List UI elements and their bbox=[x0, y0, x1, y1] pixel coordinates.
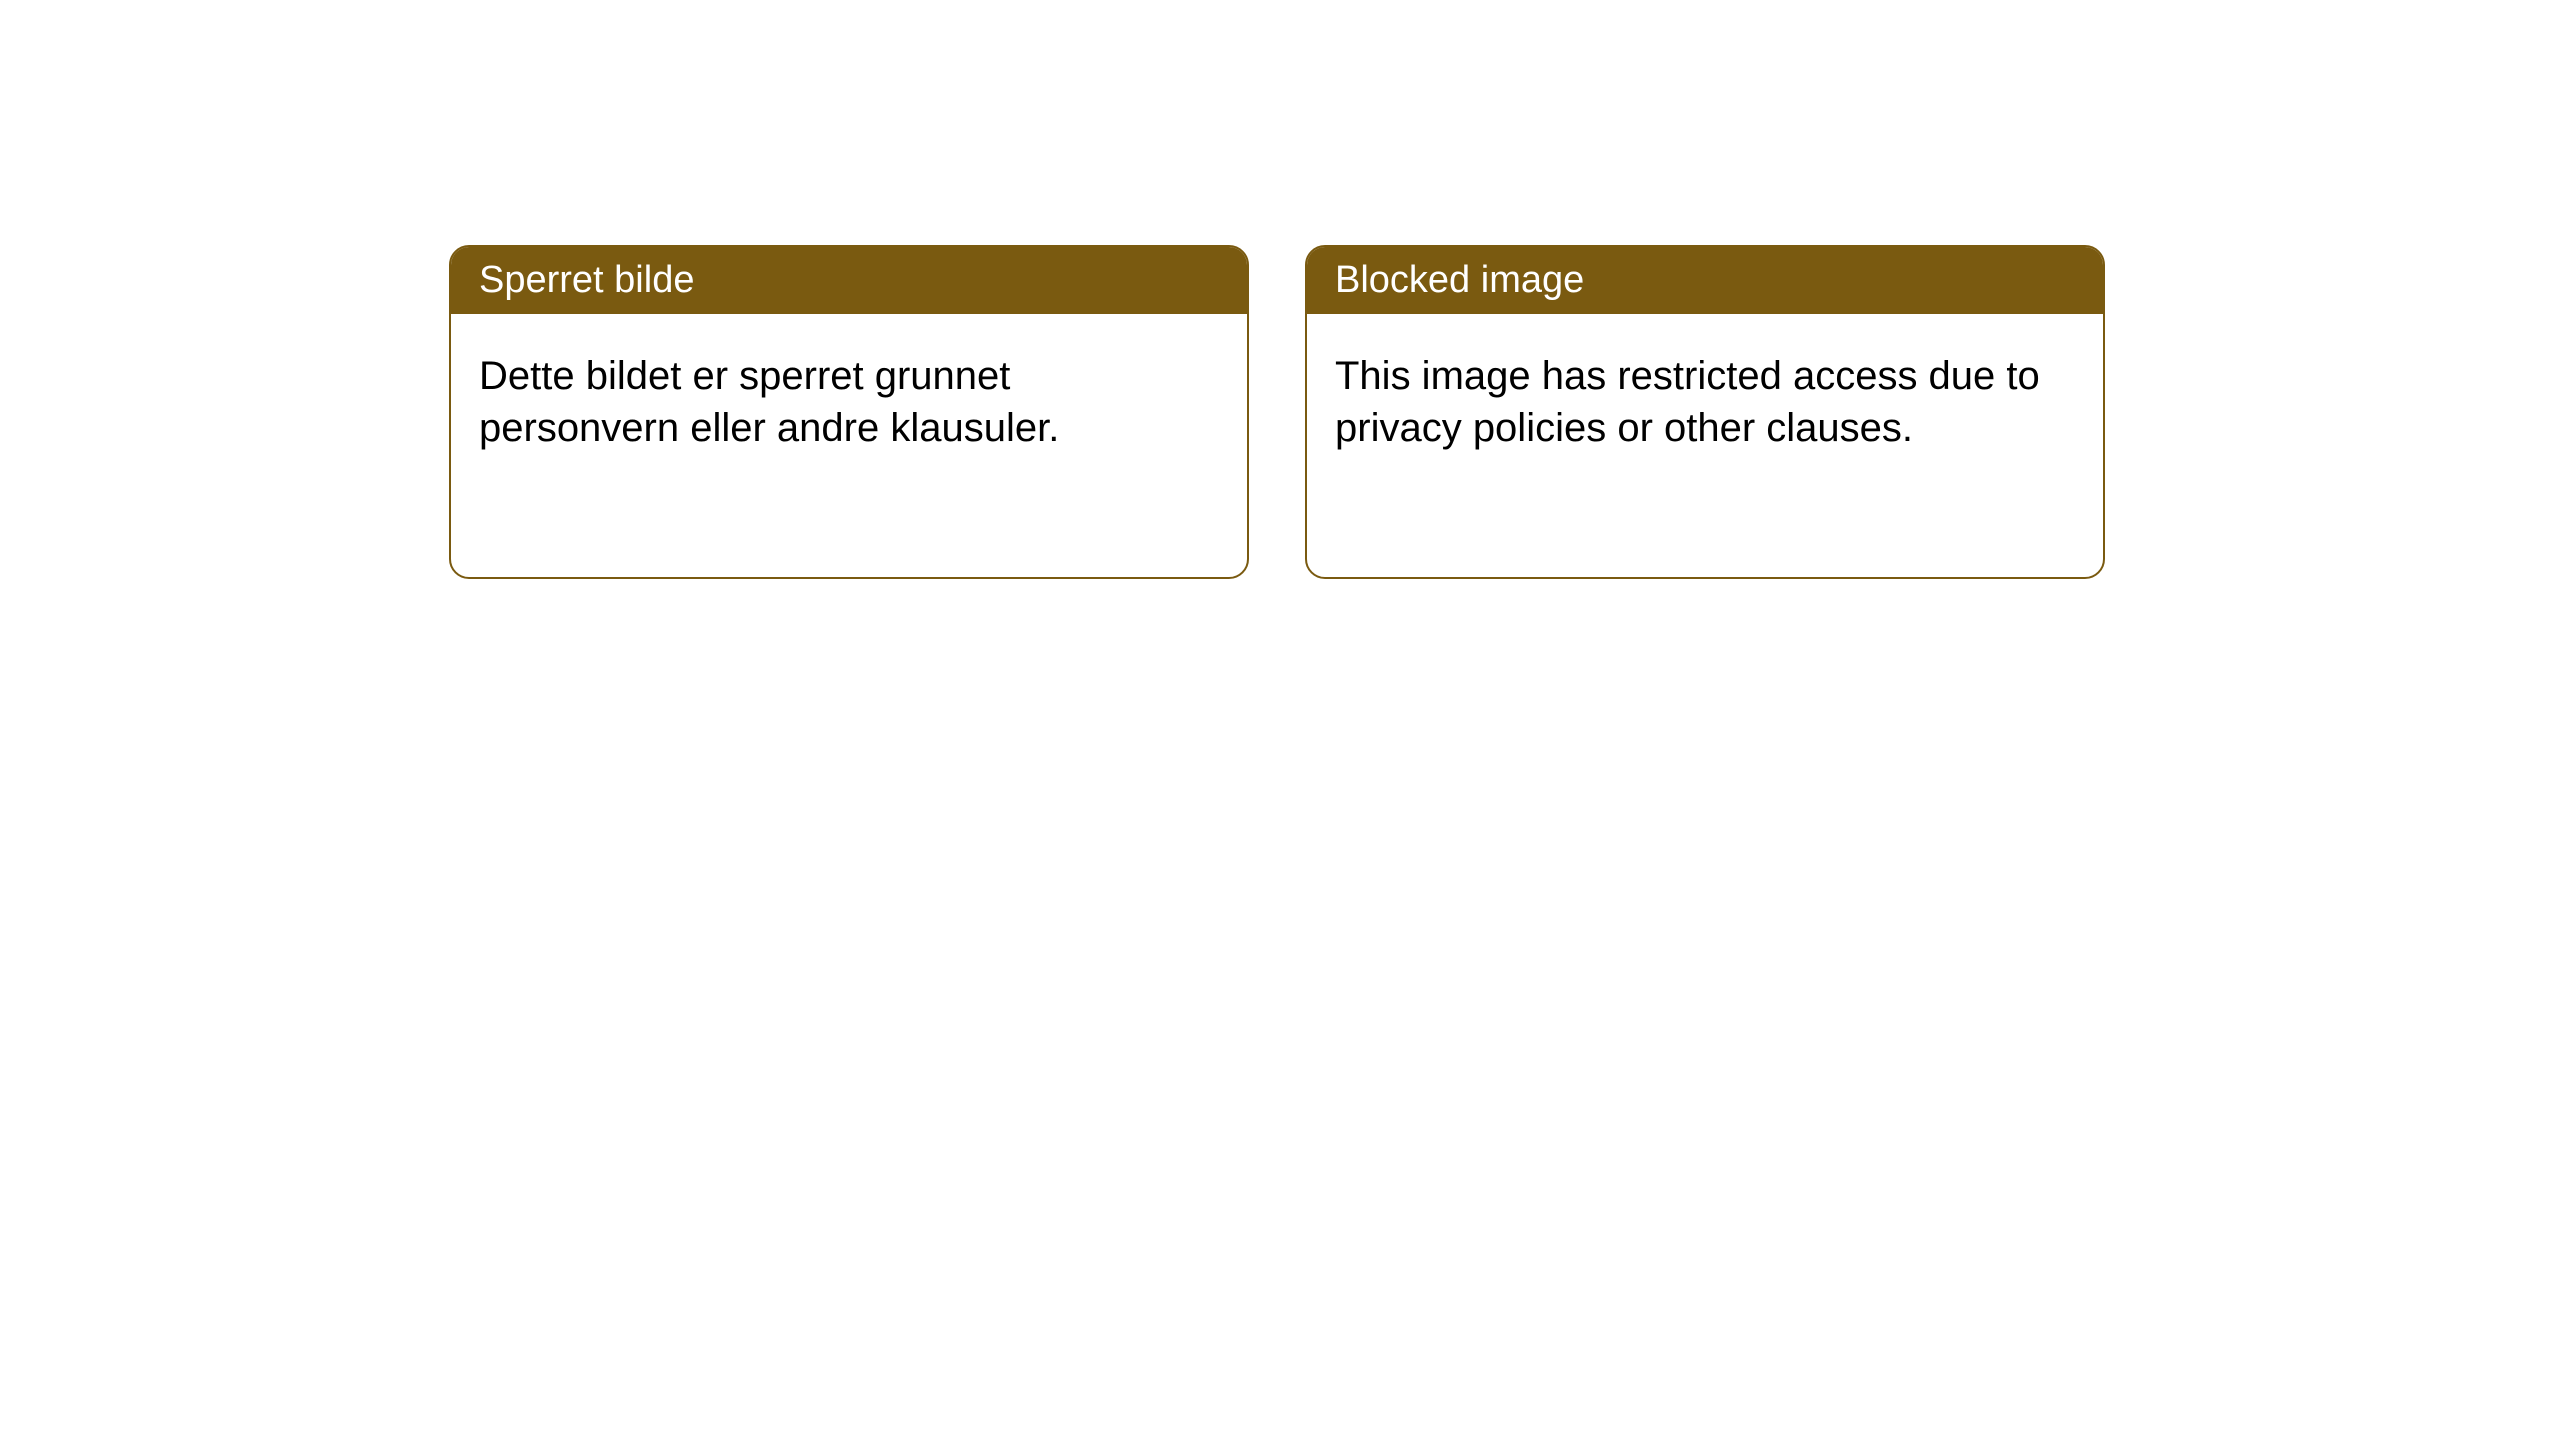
notice-title: Blocked image bbox=[1307, 247, 2103, 314]
notice-card-norwegian: Sperret bilde Dette bildet er sperret gr… bbox=[449, 245, 1249, 579]
notice-container: Sperret bilde Dette bildet er sperret gr… bbox=[0, 0, 2560, 579]
notice-body: Dette bildet er sperret grunnet personve… bbox=[451, 314, 1247, 490]
notice-card-english: Blocked image This image has restricted … bbox=[1305, 245, 2105, 579]
notice-body: This image has restricted access due to … bbox=[1307, 314, 2103, 490]
notice-title: Sperret bilde bbox=[451, 247, 1247, 314]
